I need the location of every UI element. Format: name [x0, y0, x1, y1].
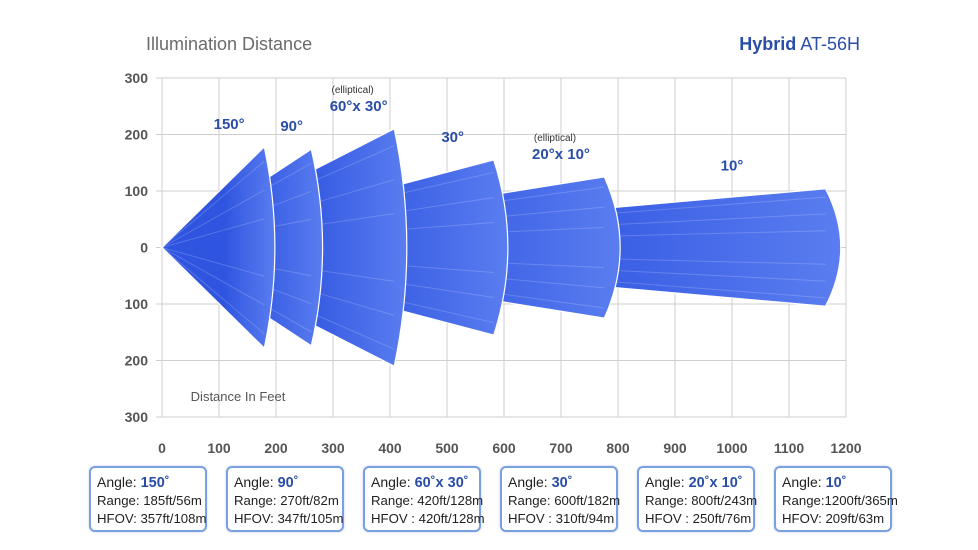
- card-range: Range: 270ft/82m: [234, 493, 339, 508]
- card-angle: Angle: 150˚: [97, 473, 199, 492]
- card-angle-value: 90˚: [277, 475, 299, 491]
- spec-card-2: Angle: 60˚x 30˚ Range: 420ft/128m HFOV : 4…: [363, 466, 485, 532]
- card-angle: Angle: 30˚: [508, 473, 610, 492]
- y-tick-label: 100: [125, 183, 149, 199]
- card-range: Range: 600ft/182m: [508, 493, 621, 508]
- card-angle: Angle: 20˚x 10˚: [645, 473, 747, 492]
- x-tick-label: 200: [264, 440, 288, 456]
- beam-ray: [161, 160, 265, 248]
- card-range: Range: 420ft/128m: [371, 493, 484, 508]
- card-hfov: HFOV: 347ft/105m: [234, 511, 344, 526]
- y-tick-label: 300: [125, 409, 149, 425]
- y-tick-label: 300: [125, 70, 149, 86]
- card-angle-label: Angle:: [97, 474, 141, 490]
- x-tick-label: 1100: [774, 440, 805, 456]
- beam-angle-label: 10°: [721, 158, 744, 175]
- card-angle-label: Angle:: [645, 474, 689, 490]
- x-tick-label: 700: [549, 440, 573, 456]
- beam-angle-label: 60°x 30°: [330, 98, 388, 115]
- x-tick-label: 100: [207, 440, 231, 456]
- spec-card-4: Angle: 20˚x 10˚ Range: 800ft/243m HFOV : 2…: [637, 466, 758, 532]
- spec-card-1: Angle: 90˚ Range: 270ft/82m HFOV: 347ft/10…: [226, 466, 344, 532]
- y-tick-label: 200: [125, 127, 149, 143]
- x-tick-label: 900: [663, 440, 687, 456]
- card-range: Range: 800ft/243m: [645, 493, 758, 508]
- x-tick-label: 400: [378, 440, 402, 456]
- x-tick-label: 300: [321, 440, 345, 456]
- x-tick-label: 500: [435, 440, 459, 456]
- beam-ray: [161, 247, 265, 277]
- card-angle-label: Angle:: [371, 474, 415, 490]
- card-angle-label: Angle:: [234, 474, 278, 490]
- card-angle-label: Angle:: [508, 474, 552, 490]
- illumination-chart: 0 100 200 300 400 500 600 700 800 900 1000 1100 1200…: [125, 70, 862, 456]
- beam-angle-label: 20°x 10°: [532, 146, 590, 163]
- beam-0: [161, 145, 276, 350]
- card-angle-value: 10˚: [825, 475, 847, 491]
- card-hfov: HFOV : 420ft/128m: [371, 511, 485, 526]
- card-angle-value: 60˚x 30˚: [414, 475, 469, 491]
- brand-name: Hybrid: [739, 34, 797, 54]
- card-angle: Angle: 10˚: [782, 473, 884, 492]
- beam-ray: [161, 247, 265, 306]
- x-tick-label: 600: [492, 440, 516, 456]
- card-angle: Angle: 60˚x 30˚: [371, 473, 473, 492]
- x-tick-label: 1200: [830, 440, 861, 456]
- brand-label: Hybrid AT-56H: [739, 34, 860, 55]
- beam-ray: [161, 247, 265, 335]
- spec-card-0: Angle: 150˚ Range: 185ft/56m HFOV: 357ft/1…: [89, 466, 207, 532]
- card-angle-label: Angle:: [782, 474, 826, 490]
- beam-angle-label: 150°: [214, 116, 245, 133]
- card-angle-value: 30˚: [551, 475, 573, 491]
- card-range: Range:1200ft/365m: [782, 493, 898, 508]
- y-tick-label: 0: [140, 240, 148, 256]
- y-tick-label: 100: [125, 296, 149, 312]
- card-angle-value: 150˚: [140, 475, 170, 491]
- beam-note-label: (elliptical): [534, 133, 576, 144]
- beam-ray: [161, 218, 265, 248]
- card-hfov: HFOV: 357ft/108m: [97, 511, 207, 526]
- chart-title: Illumination Distance: [146, 34, 313, 54]
- x-tick-label: 0: [158, 440, 166, 456]
- card-range: Range: 185ft/56m: [97, 493, 202, 508]
- brand-model: AT-56H: [800, 34, 860, 54]
- card-hfov: HFOV : 310ft/94m: [508, 511, 615, 526]
- beam-angle-label: 30°: [441, 129, 464, 146]
- card-hfov: HFOV : 250ft/76m: [645, 511, 752, 526]
- x-axis-label: Distance In Feet: [191, 389, 286, 404]
- spec-cards: Angle: 150˚ Range: 185ft/56m HFOV: 357ft/1…: [89, 466, 911, 536]
- beam-angle-label: 90°: [280, 118, 303, 135]
- spec-card-5: Angle: 10˚ Range:1200ft/365m HFOV: 209ft/6…: [774, 466, 898, 532]
- y-tick-label: 200: [125, 353, 149, 369]
- x-tick-label: 1000: [716, 440, 747, 456]
- x-tick-label: 800: [606, 440, 630, 456]
- beam-ray: [161, 189, 265, 248]
- spec-card-3: Angle: 30˚ Range: 600ft/182m HFOV : 310ft/…: [500, 466, 621, 532]
- card-hfov: HFOV: 209ft/63m: [782, 511, 885, 526]
- beam-note-label: (elliptical): [332, 85, 374, 96]
- card-angle-value: 20˚x 10˚: [688, 475, 743, 491]
- card-angle: Angle: 90˚: [234, 473, 336, 492]
